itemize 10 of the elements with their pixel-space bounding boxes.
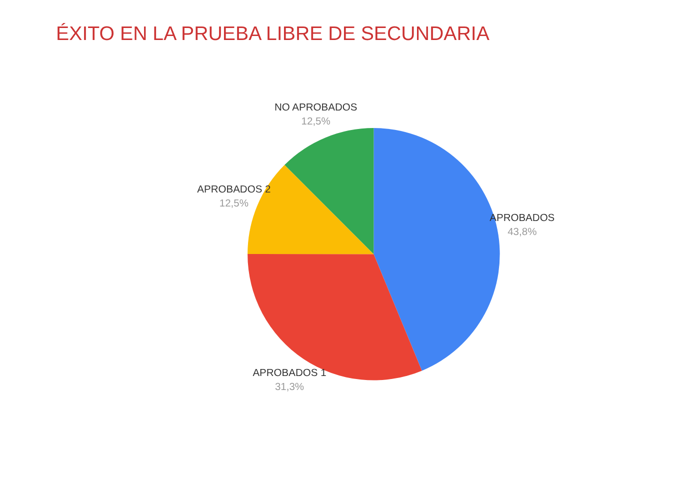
data-label: 12,5% — [301, 116, 330, 128]
chart-title: ÉXITO EN LA PRUEBA LIBRE DE SECUNDARIA — [56, 23, 490, 46]
slice-label: APROBADOS 2 — [197, 184, 272, 196]
slice-label: APROBADOS 1 — [252, 368, 327, 380]
slice-label: NO APROBADOS — [274, 102, 358, 114]
pie-slice — [284, 128, 374, 254]
pie-slice — [248, 254, 422, 380]
data-label: 31,3% — [274, 382, 304, 394]
data-label: 12,5% — [219, 198, 248, 210]
data-label: 43,8% — [508, 226, 537, 238]
